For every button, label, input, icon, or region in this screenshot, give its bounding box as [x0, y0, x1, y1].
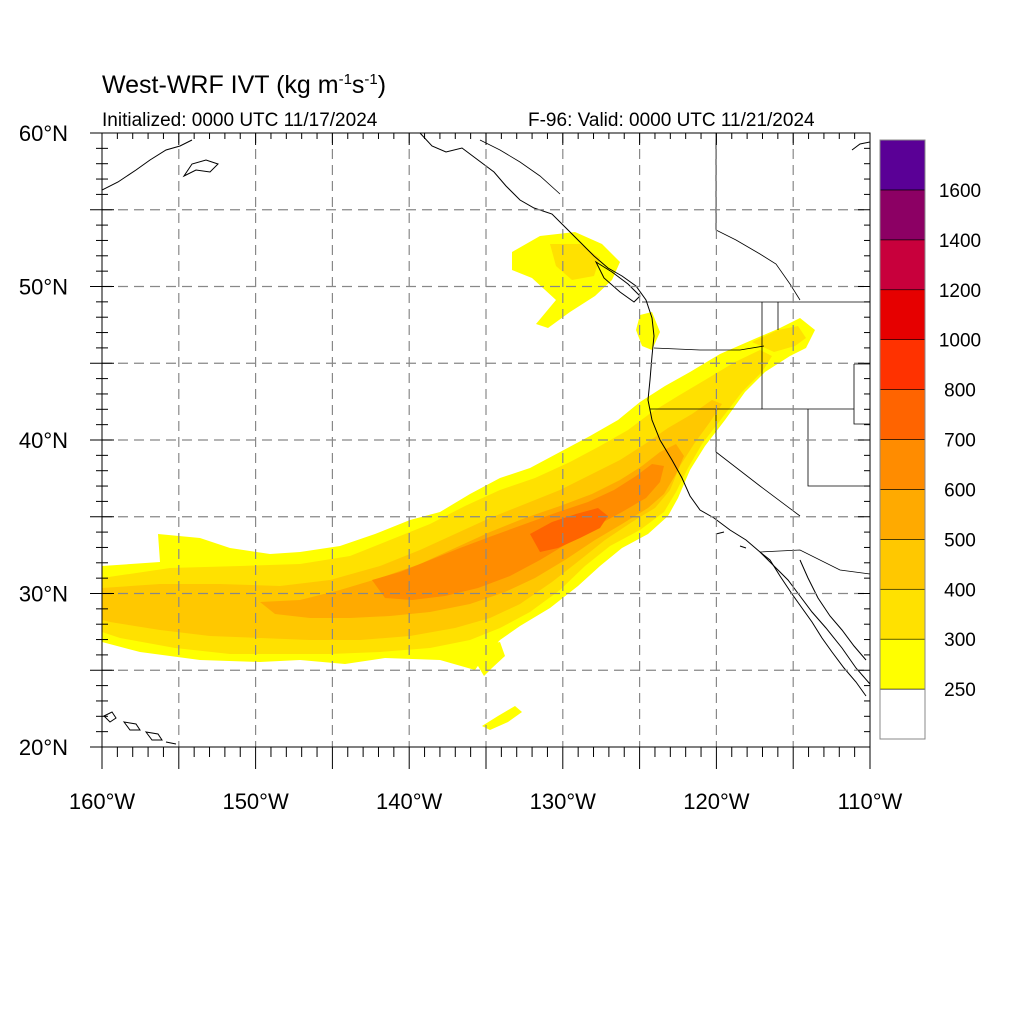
far-northeast-coast — [851, 141, 870, 151]
idaho-border — [761, 302, 854, 410]
lon-tick-label: 130°W — [530, 789, 597, 814]
figure-title: West-WRF IVT (kg m-1s-1) — [102, 71, 387, 99]
inland-river-1 — [715, 133, 801, 301]
ivt-contour-700 — [530, 508, 608, 552]
colorbar-swatch — [879, 389, 926, 440]
axis-labels: 160°W 150°W 140°W 130°W 120°W 110°W 20°N 30°N 40… — [19, 121, 903, 814]
colorbar-label: 1600 — [939, 181, 981, 202]
hawaii-islands — [103, 711, 177, 745]
mexico-border — [759, 549, 870, 575]
lat-tick-label: 40°N — [19, 428, 68, 453]
alaska-islands — [182, 159, 219, 178]
wa-or-border — [653, 345, 765, 351]
colorbar-swatch — [879, 638, 926, 690]
colorbar-label: 300 — [944, 630, 976, 651]
colorbar-swatch — [879, 139, 926, 191]
colorbar-swatch — [879, 439, 926, 490]
valid-time-label: F-96: Valid: 0000 UTC 11/21/2024 — [528, 110, 815, 131]
lon-tick-label: 140°W — [376, 789, 443, 814]
ivt-contour-600 — [372, 464, 664, 600]
colorbar-swatch — [879, 688, 926, 740]
channel-islands — [715, 531, 747, 549]
colorbar-swatch — [879, 539, 926, 590]
lat-tick-label: 50°N — [19, 275, 68, 300]
axis-ticks — [90, 132, 871, 769]
gulf-california-coast — [799, 559, 867, 661]
baja-coast — [759, 551, 867, 697]
lat-tick-label: 20°N — [19, 735, 68, 760]
east-box — [853, 363, 870, 425]
canada-inland — [479, 139, 561, 195]
colorbar-label: 1200 — [939, 281, 981, 302]
ivt-contour-250-south-blob — [478, 642, 505, 676]
lon-tick-label: 110°W — [838, 789, 903, 814]
north-america-coastline — [419, 133, 870, 685]
lon-tick-label: 150°W — [222, 789, 289, 814]
colorbar-label: 1000 — [939, 331, 981, 352]
colorbar-swatch — [879, 189, 926, 241]
colorbar-swatch — [879, 489, 926, 540]
colorbar-swatch — [879, 239, 926, 291]
colorbar-label: 500 — [944, 530, 976, 551]
coastlines — [102, 133, 870, 745]
ivt-shading — [102, 232, 815, 730]
colorbar-label: 250 — [944, 680, 976, 701]
colorbar-label: 700 — [944, 431, 976, 452]
colorbar-swatch — [879, 289, 926, 340]
colorbar-label: 1400 — [939, 231, 981, 252]
nevada-east — [807, 409, 870, 487]
colorbar-frame — [879, 139, 926, 740]
colorbar-label: 600 — [944, 480, 976, 501]
ivt-contour-300 — [102, 350, 772, 654]
ivt-contour-250-tail — [482, 706, 522, 730]
colorbar-swatch — [879, 588, 926, 640]
graticule — [102, 133, 870, 747]
lon-tick-label: 120°W — [683, 789, 750, 814]
lon-tick-label: 160°W — [69, 789, 136, 814]
lat-tick-label: 30°N — [19, 582, 68, 607]
colorbar-label: 800 — [944, 381, 976, 402]
vancouver-island — [594, 260, 641, 303]
colorbar: 250 300 400 500 600 700 800 1000 1200 1400 1600 — [879, 139, 981, 740]
alaska-coast — [102, 139, 193, 191]
colorbar-swatch — [879, 339, 926, 390]
lat-tick-label: 60°N — [19, 121, 68, 146]
ivt-contour-inland — [752, 326, 806, 352]
colorbar-label: 400 — [944, 580, 976, 601]
ca-nv-border — [715, 409, 801, 517]
init-time-label: Initialized: 0000 UTC 11/17/2024 — [102, 110, 378, 131]
